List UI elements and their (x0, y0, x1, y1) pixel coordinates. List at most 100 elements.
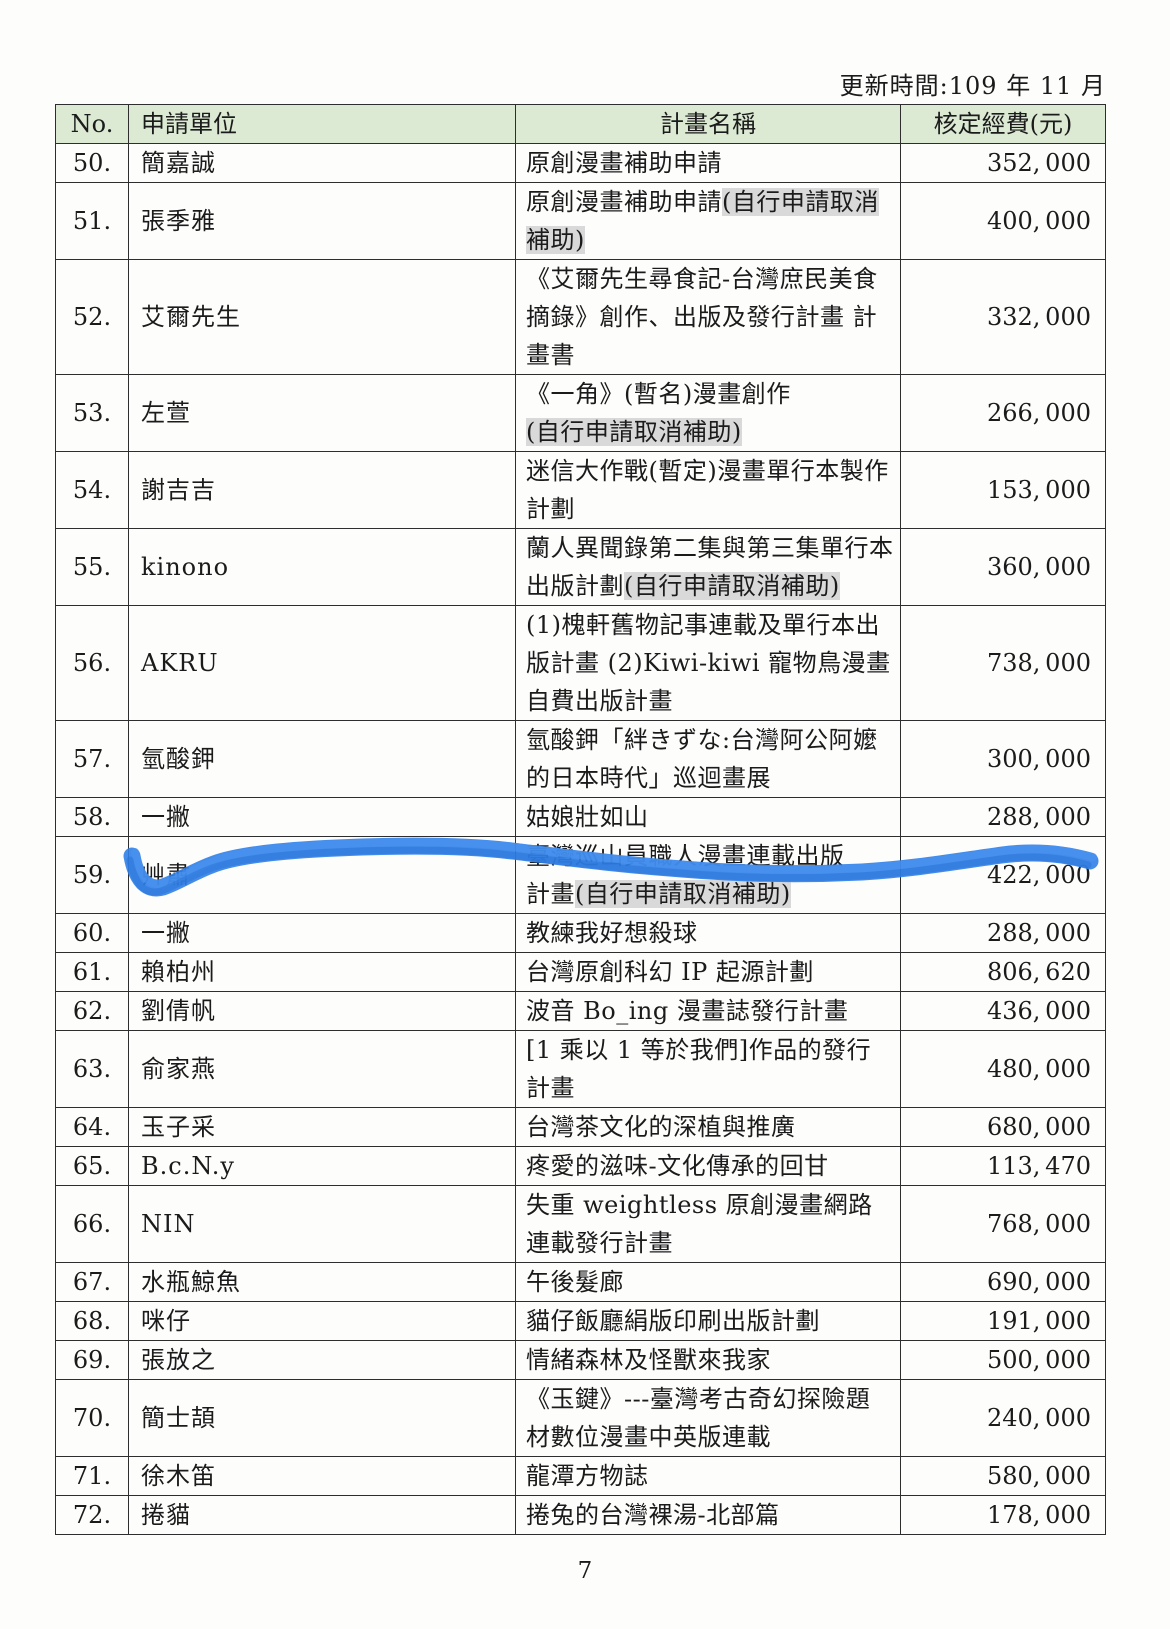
project-text: 教練我好想殺球 (526, 919, 698, 947)
table-row: 56. AKRU (1)槐軒舊物記事連載及單行本出版計畫 (2)Kiwi-kiwi … (55, 605, 1106, 721)
row-number-cell: 59. (55, 836, 129, 914)
amount-cell: 422, 000 (900, 836, 1106, 914)
table-row: 65. B.c.N.y 疼愛的滋味-文化傳承的回甘 113, 470 (55, 1146, 1106, 1186)
table-row: 57. 氫酸鉀 氫酸鉀「絆きずな:台灣阿公阿嬤的日本時代」巡迴畫展 300, 000 (55, 720, 1106, 798)
project-name-cell: 龍潭方物誌 (515, 1456, 901, 1496)
project-name-cell: 《艾爾先生尋食記-台灣庶民美食摘錄》創作、出版及發行計畫 計畫書 (515, 259, 901, 375)
applicant-cell: 水瓶鯨魚 (128, 1262, 516, 1302)
table-row: 54. 謝吉吉 迷信大作戰(暫定)漫畫單行本製作計劃 153, 000 (55, 451, 1106, 529)
row-number-cell: 65. (55, 1146, 129, 1186)
table-row: 59. 艸肅 臺灣巡山員職人漫畫連載出版 計畫(自行申請取消補助) 422, 000 (55, 836, 1106, 914)
row-number-cell: 67. (55, 1262, 129, 1302)
project-text: 臺灣巡山員職人漫畫連載出版 (526, 842, 845, 870)
row-number-cell: 60. (55, 913, 129, 953)
project-name-cell: 台灣原創科幻 IP 起源計劃 (515, 952, 901, 992)
amount-cell: 332, 000 (900, 259, 1106, 375)
grants-table: No. 申請單位 計畫名稱 核定經費(元) 50. 簡嘉誠 原創漫畫補助申請 352,… (55, 104, 1106, 1535)
project-text: 台灣茶文化的深植與推廣 (526, 1113, 796, 1141)
table-row: 64. 玉子采 台灣茶文化的深植與推廣 680, 000 (55, 1107, 1106, 1147)
applicant-cell: 謝吉吉 (128, 451, 516, 529)
amount-cell: 113, 470 (900, 1146, 1106, 1186)
applicant-cell: B.c.N.y (128, 1146, 516, 1186)
project-text: 迷信大作戰(暫定)漫畫單行本製作計劃 (526, 457, 889, 523)
project-text: 台灣原創科幻 IP 起源計劃 (526, 958, 814, 986)
project-text: 計畫 (526, 880, 575, 908)
amount-cell: 153, 000 (900, 451, 1106, 529)
project-name-cell: 疼愛的滋味-文化傳承的回甘 (515, 1146, 901, 1186)
project-name-cell: 蘭人異聞錄第二集與第三集單行本出版計劃(自行申請取消補助) (515, 528, 901, 606)
row-number-cell: 53. (55, 374, 129, 452)
column-header-applicant: 申請單位 (128, 104, 516, 144)
applicant-cell: 徐木笛 (128, 1456, 516, 1496)
table-row: 67. 水瓶鯨魚 午後髮廊 690, 000 (55, 1262, 1106, 1302)
project-text: 原創漫畫補助申請 (526, 188, 722, 216)
applicant-cell: AKRU (128, 605, 516, 721)
project-name-cell: 《玉鍵》---臺灣考古奇幻探險題材數位漫畫中英版連載 (515, 1379, 901, 1457)
row-number-cell: 69. (55, 1340, 129, 1380)
amount-cell: 288, 000 (900, 797, 1106, 837)
project-text: 《艾爾先生尋食記-台灣庶民美食摘錄》創作、出版及發行計畫 計畫書 (526, 265, 878, 369)
row-number-cell: 63. (55, 1030, 129, 1108)
table-body: 50. 簡嘉誠 原創漫畫補助申請 352, 000 51. 張季雅 原創漫畫補助申請(自行申… (55, 143, 1106, 1535)
amount-cell: 738, 000 (900, 605, 1106, 721)
table-row: 63. 俞家燕 [1 乘以 1 等於我們]作品的發行計畫 480, 000 (55, 1030, 1106, 1108)
amount-cell: 768, 000 (900, 1185, 1106, 1263)
row-number-cell: 71. (55, 1456, 129, 1496)
project-name-cell: 波音 Bo_ing 漫畫誌發行計畫 (515, 991, 901, 1031)
table-row: 66. NIN 失重 weightless 原創漫畫網路連載發行計畫 768, 000 (55, 1185, 1106, 1263)
project-text: 蘭人異聞錄第二集與第三集單行本出版計劃 (526, 534, 894, 600)
row-number-cell: 58. (55, 797, 129, 837)
cancelled-note-highlight: (自行申請取消補助) (575, 880, 791, 908)
table-row: 69. 張放之 情緒森林及怪獸來我家 500, 000 (55, 1340, 1106, 1380)
project-name-cell: 捲兔的台灣裸湯-北部篇 (515, 1495, 901, 1535)
project-text: 失重 weightless 原創漫畫網路連載發行計畫 (526, 1191, 873, 1257)
project-name-cell: 貓仔飯廳絹版印刷出版計劃 (515, 1301, 901, 1341)
row-number-cell: 51. (55, 182, 129, 260)
project-text: (1)槐軒舊物記事連載及單行本出版計畫 (2)Kiwi-kiwi 寵物鳥漫畫自費… (526, 611, 891, 715)
project-name-cell: 迷信大作戰(暫定)漫畫單行本製作計劃 (515, 451, 901, 529)
applicant-cell: 簡嘉誠 (128, 143, 516, 183)
applicant-cell: 一撇 (128, 913, 516, 953)
table-row: 53. 左萱 《一角》(暫名)漫畫創作 (自行申請取消補助) 266, 000 (55, 374, 1106, 452)
amount-cell: 300, 000 (900, 720, 1106, 798)
amount-cell: 580, 000 (900, 1456, 1106, 1496)
applicant-cell: 咪仔 (128, 1301, 516, 1341)
project-name-cell: 姑娘壯如山 (515, 797, 901, 837)
applicant-cell: NIN (128, 1185, 516, 1263)
project-name-cell: 台灣茶文化的深植與推廣 (515, 1107, 901, 1147)
row-number-cell: 62. (55, 991, 129, 1031)
table-row: 52. 艾爾先生 《艾爾先生尋食記-台灣庶民美食摘錄》創作、出版及發行計畫 計畫書 3… (55, 259, 1106, 375)
applicant-cell: 左萱 (128, 374, 516, 452)
project-text: 姑娘壯如山 (526, 803, 649, 831)
column-header-amount: 核定經費(元) (900, 104, 1106, 144)
project-text: [1 乘以 1 等於我們]作品的發行計畫 (526, 1036, 872, 1102)
applicant-cell: 俞家燕 (128, 1030, 516, 1108)
applicant-cell: 艾爾先生 (128, 259, 516, 375)
applicant-cell: 賴柏州 (128, 952, 516, 992)
table-row: 71. 徐木笛 龍潭方物誌 580, 000 (55, 1456, 1106, 1496)
amount-cell: 178, 000 (900, 1495, 1106, 1535)
applicant-cell: kinono (128, 528, 516, 606)
project-name-cell: 臺灣巡山員職人漫畫連載出版 計畫(自行申請取消補助) (515, 836, 901, 914)
project-text: 午後髮廊 (526, 1268, 624, 1296)
row-number-cell: 50. (55, 143, 129, 183)
update-time-label: 更新時間:109 年 11 月 (839, 72, 1106, 100)
amount-cell: 806, 620 (900, 952, 1106, 992)
table-row: 62. 劉倩帆 波音 Bo_ing 漫畫誌發行計畫 436, 000 (55, 991, 1106, 1031)
amount-cell: 240, 000 (900, 1379, 1106, 1457)
cancelled-note-highlight: (自行申請取消補助) (624, 572, 840, 600)
row-number-cell: 70. (55, 1379, 129, 1457)
applicant-cell: 艸肅 (128, 836, 516, 914)
applicant-cell: 簡士頡 (128, 1379, 516, 1457)
applicant-cell: 玉子采 (128, 1107, 516, 1147)
project-text: 龍潭方物誌 (526, 1462, 649, 1490)
row-number-cell: 54. (55, 451, 129, 529)
project-name-cell: 氫酸鉀「絆きずな:台灣阿公阿嬤的日本時代」巡迴畫展 (515, 720, 901, 798)
table-header-row: No. 申請單位 計畫名稱 核定經費(元) (55, 104, 1106, 144)
amount-cell: 352, 000 (900, 143, 1106, 183)
amount-cell: 500, 000 (900, 1340, 1106, 1380)
amount-cell: 690, 000 (900, 1262, 1106, 1302)
project-text: 《一角》(暫名)漫畫創作 (526, 380, 791, 408)
row-number-cell: 57. (55, 720, 129, 798)
